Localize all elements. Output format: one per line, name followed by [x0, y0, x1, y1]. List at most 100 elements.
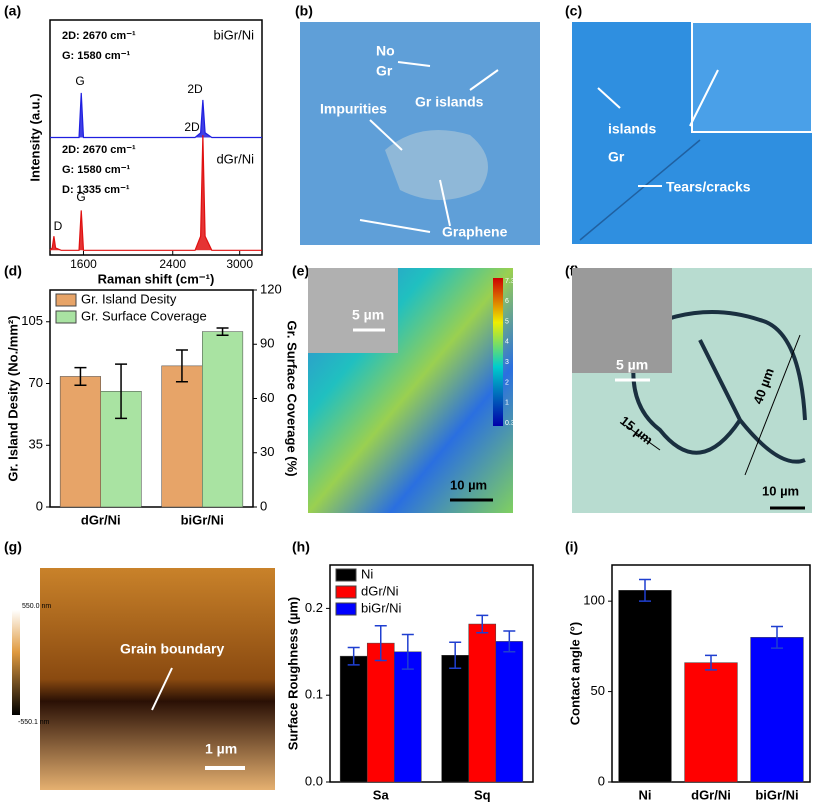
bar	[750, 637, 804, 783]
annotation: Graphene	[442, 224, 508, 240]
legend-swatch	[335, 568, 357, 582]
image-b: No Gr Gr islands Impurities Graphene	[300, 22, 540, 245]
y-tick-label: 30	[260, 444, 274, 459]
annotation: D: 1335 cm⁻¹	[62, 184, 130, 196]
annotation: Grain boundary	[120, 641, 224, 657]
annotation: 2D: 2670 cm⁻¹	[62, 30, 136, 42]
y-tick-label: 35	[29, 437, 43, 452]
panel-labels: (a) (b) (c) (d) (e) (f) (g) (h) (i)	[4, 3, 582, 555]
colorbar-label: -550.1 nm	[18, 719, 50, 726]
colorbar-label: 2	[505, 379, 509, 386]
arrow	[744, 334, 801, 476]
error-bar	[503, 630, 516, 653]
bar	[202, 331, 244, 508]
annotation: 5 µm	[616, 357, 648, 373]
annotation: 1 µm	[205, 741, 237, 757]
colorbar-label: 0.349	[505, 420, 523, 427]
legend-swatch	[55, 310, 77, 324]
panel-label: (c)	[565, 3, 582, 19]
series-label: dGr/Ni	[216, 151, 254, 166]
annotation: G	[75, 74, 84, 88]
y-tick-label: 90	[260, 336, 274, 351]
image-e: 5 µm 10 µm	[308, 268, 513, 513]
error-bar	[476, 614, 489, 634]
annotation: G: 1580 cm⁻¹	[62, 164, 131, 176]
annotation: 10 µm	[762, 483, 799, 498]
arrow	[439, 179, 451, 227]
y-tick-label: 0	[36, 498, 43, 513]
annotation: Tears/cracks	[666, 179, 751, 195]
annotation: Gr	[608, 149, 625, 165]
annotation: Gr	[376, 63, 393, 79]
afm-image	[40, 568, 275, 790]
error-bar	[639, 578, 651, 602]
y-axis-label: Contact angle (°)	[567, 622, 582, 725]
error-bar	[347, 646, 360, 666]
plot-frame	[329, 564, 534, 783]
bar	[366, 642, 395, 783]
y2-axis-label: Gr. Surface Coverage (%)	[285, 320, 300, 476]
line	[50, 92, 262, 139]
annotation: islands	[608, 121, 656, 137]
error-bar	[74, 366, 87, 387]
annotation: 2D: 2670 cm⁻¹	[62, 144, 136, 156]
arrow	[369, 119, 403, 151]
colorbar-label: 7.372µm	[505, 278, 533, 285]
error-bar	[771, 625, 783, 649]
panel-label: (b)	[295, 3, 313, 19]
bar	[468, 623, 497, 783]
x-tick-label: dGr/Ni	[81, 512, 121, 527]
colorbar	[12, 610, 20, 715]
y-tick-label: 105	[21, 313, 43, 328]
bar	[161, 365, 203, 508]
panel-label: (h)	[292, 539, 310, 555]
colorbar-label: 550.0 nm	[22, 603, 51, 610]
annotation: 2D	[184, 120, 200, 134]
bar	[441, 655, 469, 783]
x-tick-label: Ni	[639, 787, 652, 802]
legend-swatch	[335, 585, 357, 599]
colorbar-label: 4	[505, 339, 509, 346]
x-tick-label: Sa	[373, 787, 390, 802]
y-tick-label: 70	[29, 375, 43, 390]
arrow	[469, 69, 499, 91]
x-tick-label: biGr/Ni	[755, 787, 798, 802]
error-bar	[115, 363, 128, 420]
legend-label: dGr/Ni	[361, 583, 399, 598]
arrow	[359, 219, 431, 233]
inset	[308, 268, 398, 353]
error-bar	[401, 633, 414, 670]
legend-label: Gr. Surface Coverage	[81, 308, 207, 323]
annotation: 2D	[187, 82, 203, 96]
bar	[339, 655, 368, 783]
colorbar-label: 5	[505, 318, 509, 325]
annotation: Impurities	[320, 101, 387, 117]
graphene-region	[385, 130, 488, 200]
error-bar	[705, 654, 717, 671]
colorbar-label: 1	[505, 400, 509, 407]
annotation: 10 µm	[450, 477, 487, 492]
bar	[394, 651, 422, 783]
arrow	[397, 61, 431, 67]
arrow	[624, 424, 661, 451]
annotation: Gr islands	[415, 94, 484, 110]
arrow	[689, 69, 719, 127]
y-axis-label: Surface Roughness (µm)	[285, 597, 300, 750]
panel-label: (i)	[565, 539, 578, 555]
y-axis-label: Intensity (a.u.)	[27, 93, 42, 181]
x-tick-label: 1600	[70, 257, 97, 271]
y-tick-label: 100	[583, 593, 605, 608]
x-tick-label: 2400	[159, 257, 186, 271]
error-bar	[175, 349, 188, 383]
error-bar	[449, 641, 462, 670]
panel-label: (d)	[4, 263, 22, 279]
panel-label: (g)	[4, 539, 22, 555]
y-tick-label: 0	[598, 773, 605, 788]
annotation: D	[54, 219, 63, 233]
error-bar	[374, 625, 387, 662]
arrow	[151, 667, 173, 711]
legend-label: biGr/Ni	[361, 600, 402, 615]
image-c: Gr islands Tears/cracks	[572, 21, 813, 244]
colorbar-label: 3	[505, 359, 509, 366]
